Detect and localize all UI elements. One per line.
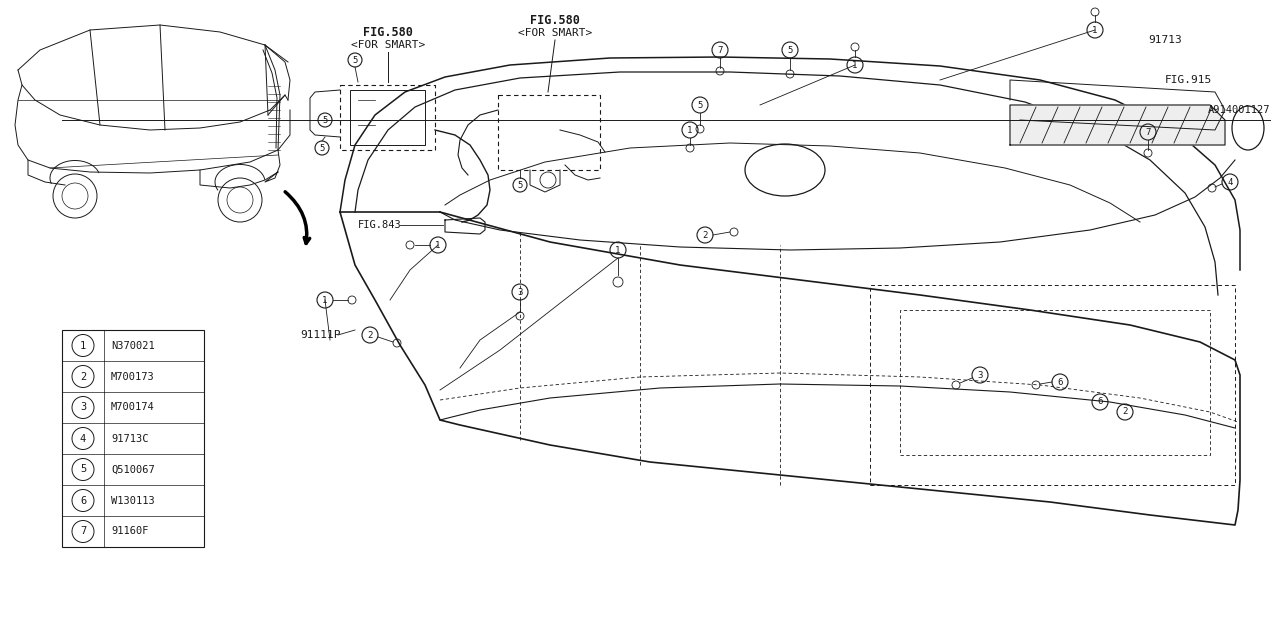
Bar [61,330,204,547]
Text: 3: 3 [79,403,86,413]
Text: N370021: N370021 [111,340,155,351]
Text: <FOR SMART>: <FOR SMART> [351,40,425,50]
Text: Q510067: Q510067 [111,465,155,474]
Text: 1: 1 [435,241,440,250]
Text: 6: 6 [1057,378,1062,387]
Text: 2: 2 [79,371,86,381]
Text: 4: 4 [1228,177,1233,186]
Text: 1: 1 [323,296,328,305]
Text: 5: 5 [517,180,522,189]
Text: W130113: W130113 [111,495,155,506]
Text: 1: 1 [852,61,858,70]
Text: 3: 3 [517,287,522,296]
Text: 5: 5 [323,115,328,125]
Text: 5: 5 [352,56,357,65]
Text: 91111P: 91111P [300,330,340,340]
Text: 91713: 91713 [1148,35,1181,45]
Text: 6: 6 [1097,397,1102,406]
Text: 91160F: 91160F [111,527,148,536]
Polygon shape [1010,105,1225,145]
Text: 1: 1 [616,246,621,255]
Text: 5: 5 [319,143,325,152]
Text: 3: 3 [978,371,983,380]
Text: 4: 4 [79,433,86,444]
Text: FIG.580: FIG.580 [364,26,413,38]
Text: 2: 2 [367,330,372,339]
Text: M700173: M700173 [111,371,155,381]
Text: M700174: M700174 [111,403,155,413]
Text: A914001127: A914001127 [1207,105,1270,115]
Text: 5: 5 [698,100,703,109]
Text: 5: 5 [79,465,86,474]
Text: 2: 2 [1123,408,1128,417]
Text: <FOR SMART>: <FOR SMART> [518,28,593,38]
Text: 5: 5 [787,45,792,54]
Text: 1: 1 [687,125,692,134]
Text: 7: 7 [1146,127,1151,136]
Text: 7: 7 [717,45,723,54]
Bar [349,90,425,145]
Text: FIG.915: FIG.915 [1165,75,1212,85]
Text: FIG.580: FIG.580 [530,13,580,26]
Text: 6: 6 [79,495,86,506]
Text: 91713C: 91713C [111,433,148,444]
Text: 1: 1 [79,340,86,351]
Text: 1: 1 [1092,26,1098,35]
Text: FIG.843: FIG.843 [358,220,402,230]
Text: 7: 7 [79,527,86,536]
Text: 2: 2 [703,230,708,239]
